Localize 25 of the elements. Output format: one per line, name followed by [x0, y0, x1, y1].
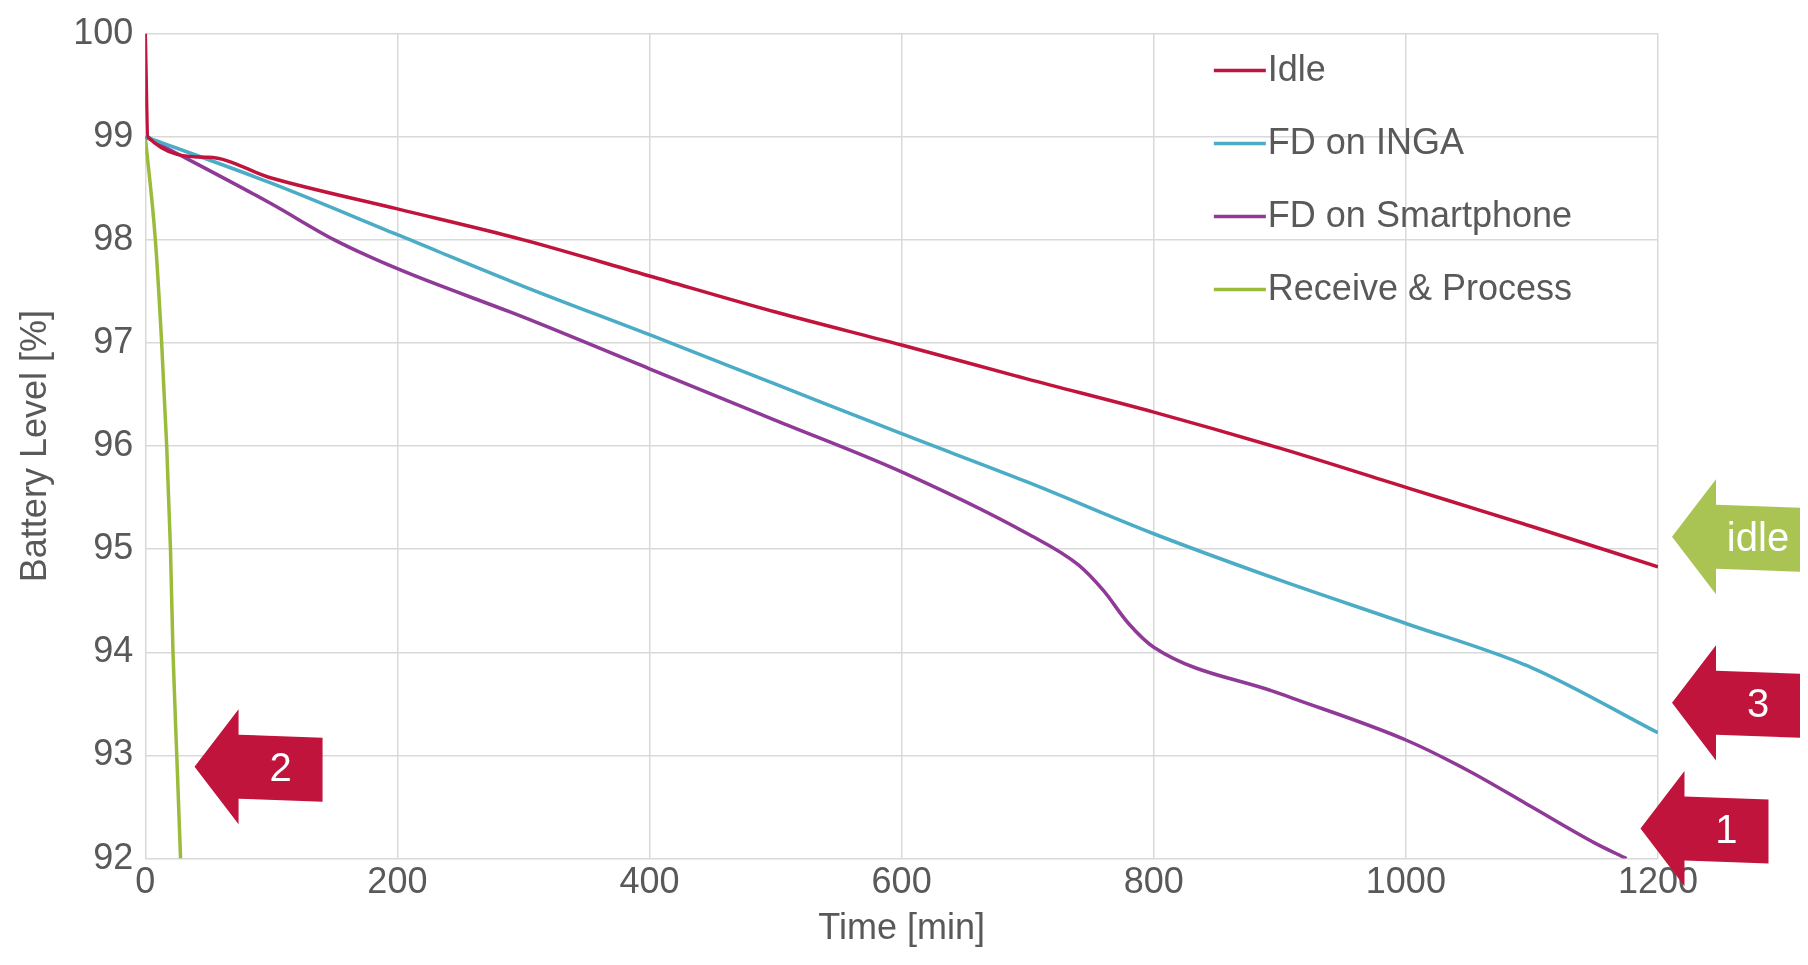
x-tick-label: 0 — [135, 860, 156, 902]
y-tick-label: 92 — [93, 835, 134, 877]
y-tick-label: 100 — [73, 10, 134, 52]
y-tick-label: 99 — [93, 113, 134, 155]
y-tick-label: 93 — [93, 732, 134, 774]
annotation: 1 — [1715, 806, 1738, 851]
annotation: 2 — [269, 744, 292, 789]
x-tick-label: 800 — [1123, 860, 1184, 902]
x-tick-label: 1000 — [1365, 860, 1446, 902]
y-tick-label: 94 — [93, 629, 134, 671]
y-tick-label: 98 — [93, 216, 134, 258]
legend-label: Receive & Process — [1267, 266, 1572, 308]
y-tick-label: 95 — [93, 526, 134, 568]
y-axis-title: Battery Level [%] — [12, 310, 54, 583]
annotation: idle — [1726, 514, 1790, 559]
x-axis-title: Time [min] — [818, 906, 985, 948]
legend-label: FD on INGA — [1267, 120, 1464, 162]
legend-label: FD on Smartphone — [1267, 193, 1572, 235]
y-tick-label: 97 — [93, 319, 134, 361]
y-tick-label: 96 — [93, 423, 134, 465]
x-tick-label: 400 — [619, 860, 680, 902]
annotation: 3 — [1746, 680, 1770, 725]
x-tick-label: 200 — [367, 860, 428, 902]
legend-label: Idle — [1267, 47, 1326, 89]
x-tick-label: 600 — [871, 860, 932, 902]
